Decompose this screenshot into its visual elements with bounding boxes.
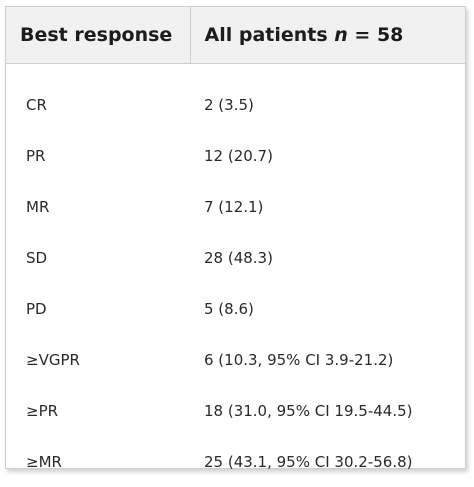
response-table: Best response All patients n = 58 CR 2 (… (6, 7, 465, 487)
table-row: ≥MR 25 (43.1, 95% CI 30.2-56.8) (6, 436, 465, 487)
table-row: PD 5 (8.6) (6, 283, 465, 334)
table-body: CR 2 (3.5) PR 12 (20.7) MR 7 (12.1) SD 2… (6, 64, 465, 487)
row-label: ≥PR (6, 385, 190, 436)
response-table-container: Best response All patients n = 58 CR 2 (… (5, 6, 466, 469)
row-label: ≥VGPR (6, 334, 190, 385)
table-row: PR 12 (20.7) (6, 130, 465, 181)
table-row: MR 7 (12.1) (6, 181, 465, 232)
table-header: Best response All patients n = 58 (6, 7, 465, 64)
header-n-symbol: n (334, 24, 348, 46)
header-n-value: = 58 (348, 24, 404, 46)
row-label: PR (6, 130, 190, 181)
row-label: SD (6, 232, 190, 283)
row-label: PD (6, 283, 190, 334)
table-row: SD 28 (48.3) (6, 232, 465, 283)
row-label: MR (6, 181, 190, 232)
header-all-patients-prefix: All patients (205, 24, 335, 46)
row-value: 28 (48.3) (190, 232, 465, 283)
header-best-response: Best response (6, 7, 190, 64)
header-row: Best response All patients n = 58 (6, 7, 465, 64)
table-row: ≥PR 18 (31.0, 95% CI 19.5-44.5) (6, 385, 465, 436)
row-value: 5 (8.6) (190, 283, 465, 334)
row-value: 12 (20.7) (190, 130, 465, 181)
row-value: 18 (31.0, 95% CI 19.5-44.5) (190, 385, 465, 436)
row-value: 25 (43.1, 95% CI 30.2-56.8) (190, 436, 465, 487)
row-value: 6 (10.3, 95% CI 3.9-21.2) (190, 334, 465, 385)
header-all-patients: All patients n = 58 (190, 7, 465, 64)
row-label: CR (6, 64, 190, 131)
table-row: CR 2 (3.5) (6, 64, 465, 131)
row-value: 7 (12.1) (190, 181, 465, 232)
row-label: ≥MR (6, 436, 190, 487)
table-row: ≥VGPR 6 (10.3, 95% CI 3.9-21.2) (6, 334, 465, 385)
row-value: 2 (3.5) (190, 64, 465, 131)
